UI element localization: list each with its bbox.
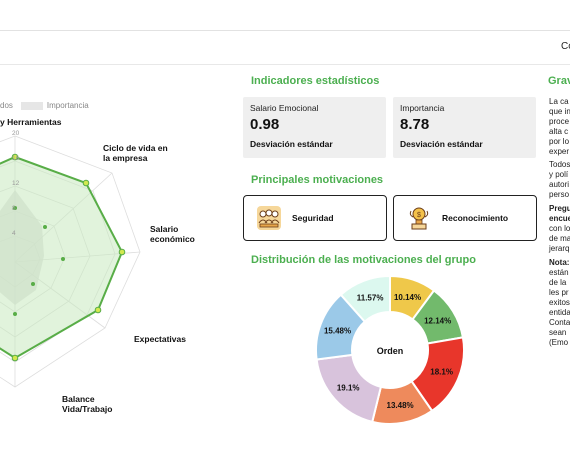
radar-point (94, 306, 102, 314)
donut-slice-label: 13.48% (387, 401, 414, 410)
right-text-line: y polí (549, 170, 569, 179)
radar-tick: 8 (12, 205, 16, 212)
radar-point (11, 354, 19, 362)
right-text-line: entida (549, 308, 570, 317)
stat-value: 0.98 (250, 116, 280, 133)
right-text-line: perso (549, 190, 570, 199)
donut-slice-label: 18.1% (430, 368, 453, 377)
team-security-icon (257, 206, 281, 230)
right-text-line: exitos (549, 298, 570, 307)
right-text-line: Conta (549, 318, 570, 327)
radar-point (118, 248, 126, 256)
donut-slice[interactable] (339, 274, 391, 324)
right-text-line: les pr (549, 288, 569, 297)
radar-axis-label: Expectativas (134, 334, 186, 344)
right-text-line: de ma (549, 234, 570, 243)
radar-series-green (0, 155, 124, 360)
donut-center-label: Orden (377, 346, 404, 356)
radar-tick: 16 (12, 155, 20, 162)
donut-slice-label: 11.57% (357, 294, 384, 303)
motivation-card-seguridad[interactable]: Seguridad (243, 195, 387, 241)
right-text-line: Todos (549, 160, 570, 169)
right-text-line: autori (549, 180, 570, 189)
trophy-award-icon: $ (409, 207, 429, 230)
radar-axis-label: Salario económico (150, 224, 195, 244)
right-text-line: por lo (549, 137, 570, 146)
donut-slice-label: 12.14% (424, 317, 451, 326)
right-text-line: con lo (549, 224, 570, 233)
radar-inner-point (13, 312, 17, 316)
stat-box-salario: Salario Emocional 0.98 Desviación estánd… (243, 97, 386, 158)
radar-tick: 4 (12, 230, 16, 237)
radar-axis-label: Ciclo de vida en la empresa (103, 143, 168, 163)
right-text-line: Nota: (549, 258, 570, 267)
right-text-line: que in (549, 107, 570, 116)
radar-inner-point (61, 257, 65, 261)
right-text-line: encue (549, 214, 570, 223)
legend-series2: Importancia (46, 101, 89, 110)
legend-swatch-importancia (20, 101, 43, 110)
radar-inner-point (43, 225, 47, 229)
stat-sub: Desviación estándar (400, 139, 483, 149)
donut-chart: 10.14% 12.14% 18.1% 13.48% 19.1% 15.48% 11.57%… (315, 274, 465, 425)
radar-point (82, 179, 90, 187)
radar-tick: 20 (12, 130, 20, 137)
donut-slice-label: 10.14% (394, 293, 421, 302)
svg-text:$: $ (417, 212, 421, 219)
right-text-line: jerarq (549, 244, 570, 253)
right-text-line: sean (549, 328, 567, 337)
stat-label: Salario Emocional (250, 103, 319, 113)
right-text-line: La ca (549, 97, 569, 106)
legend-series1: dos (0, 101, 13, 110)
radar-axis-label: Balance Vida/Trabajo (62, 394, 112, 414)
stat-value: 8.78 (400, 116, 430, 133)
radar-chart: 20 16 12 8 4 y Herramientas Ciclo de vid… (0, 117, 195, 414)
right-text-line: alta c (549, 127, 569, 136)
donut-slice-label: 19.1% (337, 383, 360, 392)
content-divider (0, 64, 570, 65)
right-text-line: Pregu (549, 204, 570, 213)
radar-inner-point (13, 206, 17, 210)
right-section-title: Grav (548, 75, 570, 87)
stat-box-importancia: Importancia 8.78 Desviación estándar (393, 97, 536, 158)
right-text-line: de la (549, 278, 567, 287)
right-text-line: (Emo (549, 338, 569, 347)
radar-axis-label: y Herramientas (0, 117, 62, 127)
indicators-title: Indicadores estadísticos (251, 75, 380, 87)
radar-inner-point (31, 282, 35, 286)
radar-legend: dos Importancia (0, 101, 89, 110)
right-text-line: están (549, 268, 569, 277)
motivation-card-reconocimiento[interactable]: $ Reconocimiento (393, 195, 537, 241)
stat-label: Importancia (400, 103, 445, 113)
radar-point (11, 153, 19, 161)
header-divider (0, 30, 570, 31)
right-text-line: proce (549, 117, 570, 126)
header-right-text[interactable]: Co (561, 41, 570, 52)
radar-tick: 12 (12, 180, 20, 187)
stat-sub: Desviación estándar (250, 139, 333, 149)
donut-slice-label: 15.48% (324, 326, 351, 335)
right-text-line: exper (549, 147, 570, 156)
motivation-label: Seguridad (292, 213, 334, 223)
distribution-title: Distribución de las motivaciones del gru… (251, 254, 476, 266)
motivation-label: Reconocimiento (442, 213, 509, 223)
motivations-title: Principales motivaciones (251, 174, 384, 186)
